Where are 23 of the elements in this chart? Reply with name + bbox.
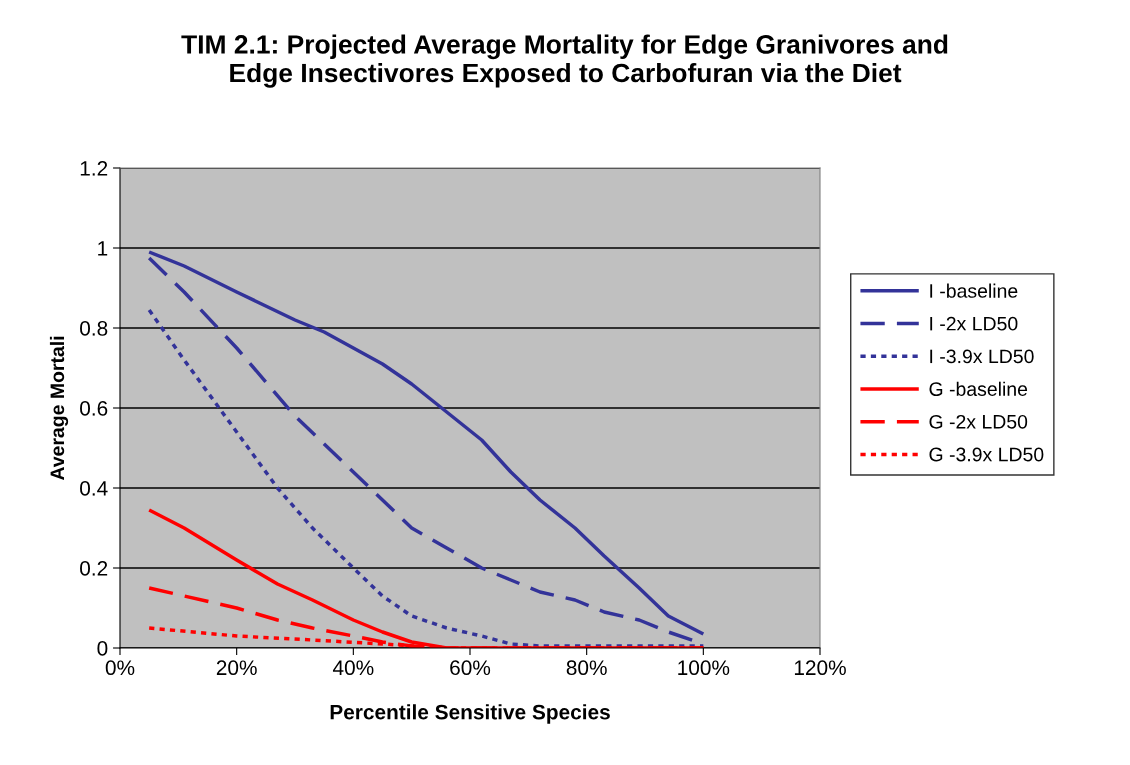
x-tick-label: 0% xyxy=(105,660,135,676)
x-axis-title: Percentile Sensitive Species xyxy=(330,704,610,724)
chart-title: TIM 2.1: Projected Average Mortality for Edge Granivores and Edge Insectivores Exposed to Carbofuran via the Diet xyxy=(181,34,948,88)
legend-label: I -2x LD50 xyxy=(930,316,1018,331)
x-tick-label: 120% xyxy=(794,660,846,676)
y-tick-label: 1.2 xyxy=(80,161,108,176)
y-tick-label: 0.6 xyxy=(80,401,108,416)
legend-label: G -baseline xyxy=(929,381,1028,396)
y-axis-title: Average Mortali xyxy=(49,336,69,481)
x-tick-label: 100% xyxy=(678,660,730,676)
legend-label: G -3.9x LD50 xyxy=(929,447,1044,462)
x-tick-label: 20% xyxy=(216,660,257,676)
x-tick-label: 40% xyxy=(332,660,374,676)
y-tick-label: 1 xyxy=(98,241,108,256)
y-tick-label: 0.2 xyxy=(80,561,108,576)
y-tick-label: 0.8 xyxy=(80,321,108,336)
y-tick-label: 0.4 xyxy=(80,481,108,496)
legend-label: I -3.9x LD50 xyxy=(930,349,1034,364)
legend-label: I -baseline xyxy=(930,283,1018,298)
y-tick-label: 0 xyxy=(97,641,108,656)
x-tick-label: 80% xyxy=(566,660,607,676)
legend-label: G -2x LD50 xyxy=(929,414,1028,429)
x-tick-label: 60% xyxy=(450,660,491,676)
